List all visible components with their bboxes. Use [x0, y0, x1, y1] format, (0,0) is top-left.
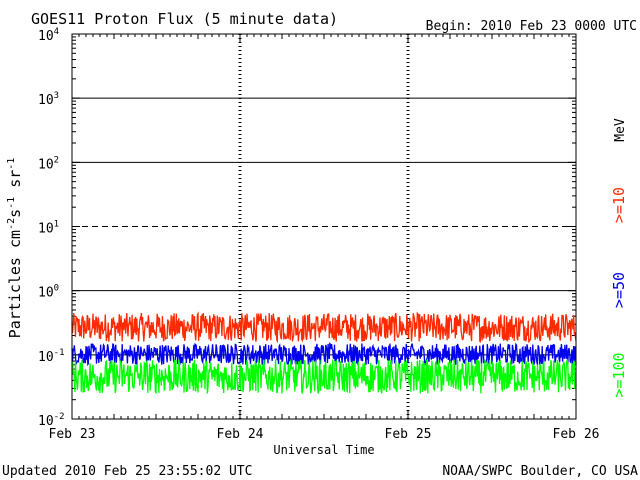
begin-date-label: Begin: 2010 Feb 23 0000 UTC: [426, 19, 637, 34]
legend-entry: >=10: [610, 187, 628, 223]
y-tick-label: 102: [38, 155, 59, 172]
x-tick-labels: Feb 23 Feb 24 Feb 25 Feb 26: [49, 427, 600, 442]
y-tick-label: 100: [38, 284, 59, 301]
y-axis-label-text: Particles cm-2s-1 sr-1: [6, 158, 24, 339]
y-tick-label: 10-1: [38, 348, 65, 365]
x-axis-label: Universal Time: [273, 443, 374, 457]
y-tick-labels: 104 103 102 101 100 10-1 10-2: [38, 27, 65, 429]
x-tick-label: Feb 26: [553, 427, 600, 442]
y-tick-label: 101: [38, 220, 59, 237]
source-credit: NOAA/SWPC Boulder, CO USA: [442, 464, 638, 479]
legend: >=10 >=50 >=100 MeV: [610, 118, 628, 397]
plot-frame: [71, 33, 577, 420]
legend-unit: MeV: [613, 118, 628, 142]
x-tick-label: Feb 24: [217, 427, 264, 442]
y-axis-label: Particles cm-2s-1 sr-1: [6, 158, 24, 339]
y-tick-label: 104: [38, 27, 59, 44]
chart-title: GOES11 Proton Flux (5 minute data): [31, 10, 338, 28]
y-tick-label: 103: [38, 91, 59, 108]
series-line-2: [71, 357, 577, 395]
legend-entry: >=100: [610, 352, 628, 397]
x-tick-label: Feb 23: [49, 427, 96, 442]
updated-timestamp: Updated 2010 Feb 25 23:55:02 UTC: [2, 464, 252, 479]
legend-entry: >=50: [610, 272, 628, 308]
series-line-0: [71, 311, 577, 344]
x-tick-label: Feb 25: [385, 427, 432, 442]
y-tick-label: 10-2: [38, 412, 65, 429]
series-layer: [71, 311, 577, 395]
